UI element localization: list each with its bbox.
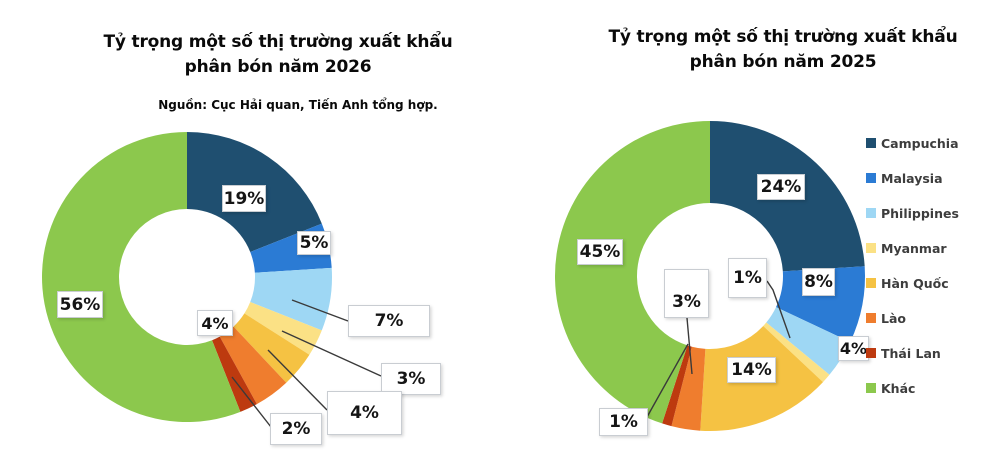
left-label-thai-lan: 2% [270, 413, 322, 445]
right-label-philippines: 4% [838, 336, 869, 361]
left-chart-title-line2: phân bón năm 2026 [184, 57, 372, 77]
right-chart-title-line1: Tỷ trọng một số thị trường xuất khẩu [608, 27, 958, 47]
legend-label-philippines: Philippines [881, 205, 959, 221]
legend-label-myanmar: Myanmar [881, 240, 947, 256]
left-donut-2026 [42, 132, 332, 422]
legend-label-lao: Lào [881, 310, 906, 326]
leader-right-myanmar [766, 280, 791, 339]
right-label-khac: 45% [577, 239, 623, 265]
leader-left-han-quoc [267, 349, 328, 411]
legend-marker-philippines [866, 208, 876, 218]
left-chart-title-line1: Tỷ trọng một số thị trường xuất khẩu [103, 32, 453, 52]
leader-left-thai-lan [231, 376, 272, 428]
slice-0-4 [233, 313, 310, 383]
legend-label-thai-lan: Thái Lan [881, 345, 941, 361]
leader-left-myanmar [281, 330, 382, 377]
left-chart-title: Tỷ trọng một số thị trường xuất khẩu phâ… [78, 30, 478, 80]
slice-1-7 [555, 121, 710, 424]
right-label-han-quoc: 14% [727, 357, 776, 383]
slice-0-3 [244, 302, 322, 355]
right-label-myanmar: 1% [728, 258, 767, 298]
legend-item-malaysia: Malaysia [866, 170, 959, 186]
legend-item-thai-lan: Thái Lan [866, 345, 959, 361]
legend-label-malaysia: Malaysia [881, 170, 943, 186]
slice-1-6 [662, 345, 692, 427]
legend-marker-malaysia [866, 173, 876, 183]
leader-left-philippines [291, 299, 349, 322]
legend-item-han-quoc: Hàn Quốc [866, 275, 959, 291]
right-chart-title: Tỷ trọng một số thị trường xuất khẩu phâ… [583, 25, 983, 75]
left-label-campuchia: 19% [222, 185, 266, 212]
right-label-malaysia: 8% [802, 268, 835, 296]
legend-label-han-quoc: Hàn Quốc [881, 275, 949, 291]
legend-marker-lao [866, 313, 876, 323]
slice-0-5 [219, 326, 287, 405]
slice-1-2 [766, 307, 851, 375]
left-label-han-quoc: 4% [327, 391, 402, 435]
legend-item-campuchia: Campuchia [866, 135, 959, 151]
leader-lines [231, 280, 791, 428]
legend-marker-myanmar [866, 243, 876, 253]
legend-item-lao: Lào [866, 310, 959, 326]
legend-marker-han-quoc [866, 278, 876, 288]
legend-item-philippines: Philippines [866, 205, 959, 221]
legend-marker-thai-lan [866, 348, 876, 358]
right-chart-title-line2: phân bón năm 2025 [689, 52, 877, 72]
legend-label-khac: Khác [881, 380, 916, 396]
slice-0-7 [42, 132, 241, 422]
slice-1-1 [776, 266, 865, 342]
leader-right-lao [686, 317, 693, 375]
legend-marker-khac [866, 383, 876, 393]
left-label-lao: 4% [197, 310, 233, 336]
slice-0-6 [212, 336, 257, 412]
legend: Campuchia Malaysia Philippines Myanmar H… [866, 135, 959, 396]
legend-item-khac: Khác [866, 380, 959, 396]
slice-1-3 [763, 322, 830, 383]
left-label-philippines: 7% [348, 305, 430, 337]
legend-label-campuchia: Campuchia [881, 135, 959, 151]
legend-item-myanmar: Myanmar [866, 240, 959, 256]
legend-marker-campuchia [866, 138, 876, 148]
leader-right-thai-lan [646, 343, 689, 418]
slice-0-2 [250, 267, 332, 331]
left-chart-source: Nguồn: Cục Hải quan, Tiến Anh tổng hợp. [158, 98, 438, 112]
slice-1-5 [671, 346, 706, 431]
right-label-campuchia: 24% [757, 174, 805, 200]
left-label-malaysia: 5% [297, 231, 331, 255]
left-label-khac: 56% [57, 291, 103, 318]
right-label-thai-lan: 1% [599, 408, 648, 436]
right-label-lao: 3% [664, 269, 709, 318]
left-label-myanmar: 3% [381, 363, 441, 395]
